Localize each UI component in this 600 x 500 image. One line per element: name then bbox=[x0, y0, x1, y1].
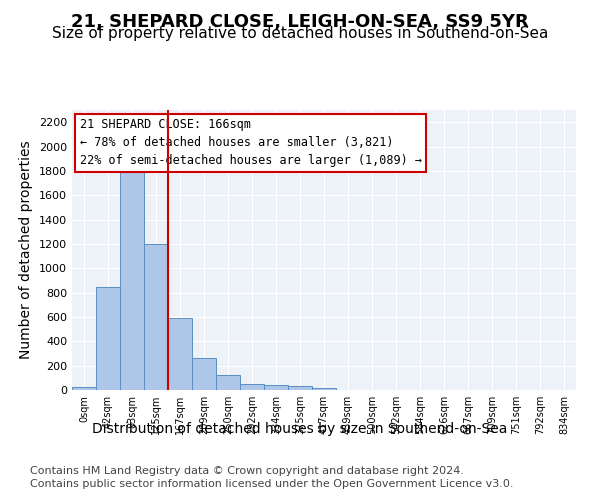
Text: Contains public sector information licensed under the Open Government Licence v3: Contains public sector information licen… bbox=[30, 479, 514, 489]
Bar bbox=[96, 286, 120, 390]
Bar bbox=[216, 375, 240, 390]
Y-axis label: Number of detached properties: Number of detached properties bbox=[19, 140, 34, 360]
Text: Distribution of detached houses by size in Southend-on-Sea: Distribution of detached houses by size … bbox=[92, 422, 508, 436]
Bar bbox=[264, 384, 288, 390]
Text: 21, SHEPARD CLOSE, LEIGH-ON-SEA, SS9 5YR: 21, SHEPARD CLOSE, LEIGH-ON-SEA, SS9 5YR bbox=[71, 12, 529, 30]
Bar bbox=[168, 318, 192, 390]
Bar bbox=[144, 244, 168, 390]
Bar bbox=[312, 388, 336, 390]
Bar bbox=[240, 384, 264, 390]
Bar bbox=[288, 386, 312, 390]
Text: 21 SHEPARD CLOSE: 166sqm
← 78% of detached houses are smaller (3,821)
22% of sem: 21 SHEPARD CLOSE: 166sqm ← 78% of detach… bbox=[80, 118, 422, 168]
Bar bbox=[120, 171, 144, 390]
Text: Contains HM Land Registry data © Crown copyright and database right 2024.: Contains HM Land Registry data © Crown c… bbox=[30, 466, 464, 476]
Bar bbox=[72, 387, 96, 390]
Bar bbox=[192, 358, 216, 390]
Text: Size of property relative to detached houses in Southend-on-Sea: Size of property relative to detached ho… bbox=[52, 26, 548, 41]
